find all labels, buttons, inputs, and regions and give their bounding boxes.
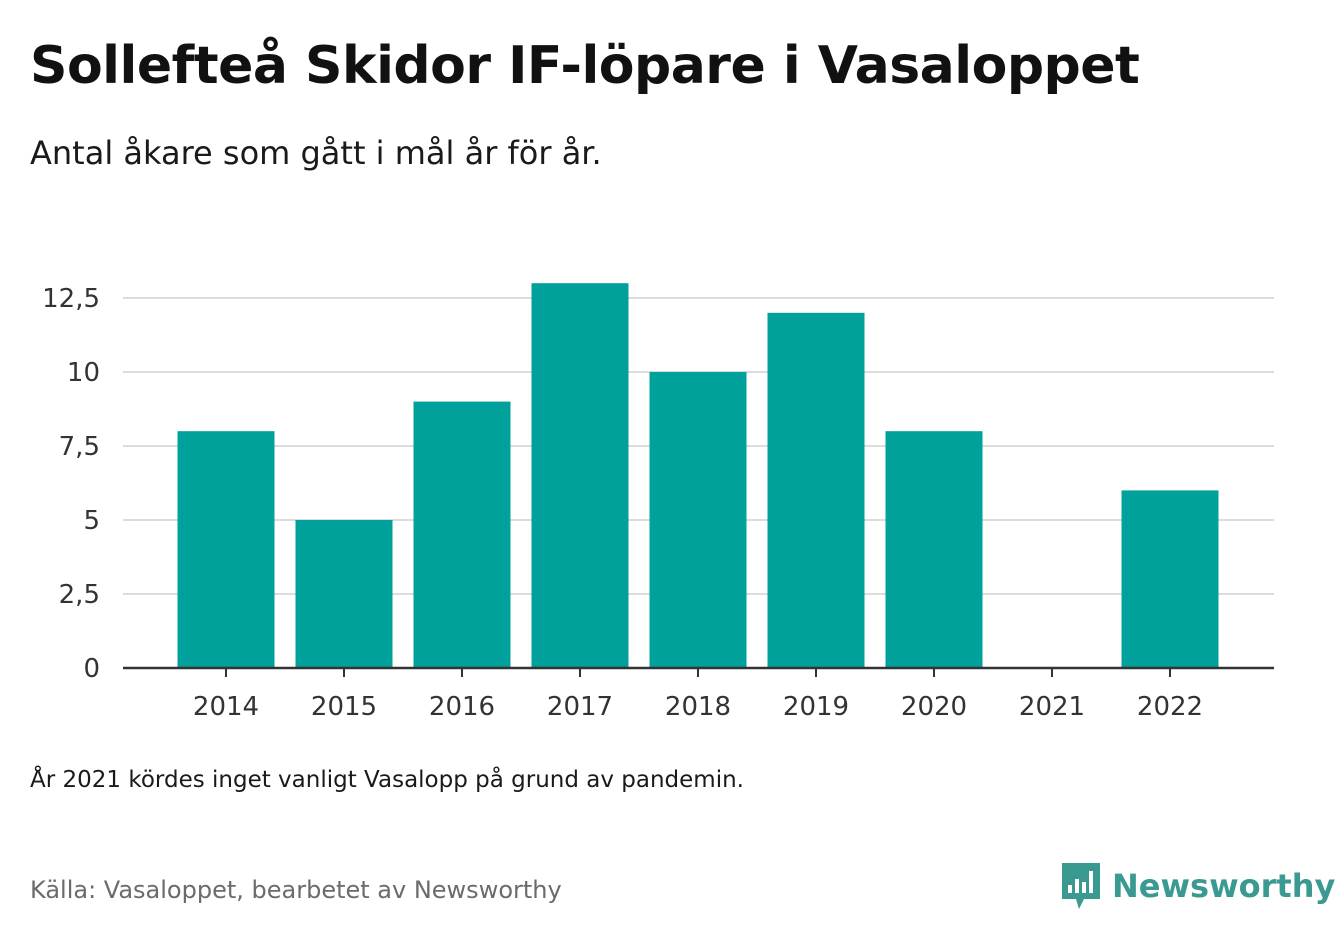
y-tick-label: 2,5 [59,580,100,610]
newsworthy-logo[interactable]: Newsworthy [1060,860,1335,912]
axes: 0 2,5 5 7,5 10 12,5 2014 2015 2016 2017 2018 2019 20… [42,284,1274,722]
y-tick-label: 0 [83,654,100,684]
newsworthy-logo-icon [1062,863,1100,909]
x-tick-label: 2014 [193,692,259,722]
x-tick-label: 2019 [783,692,849,722]
bar-2016 [413,401,511,668]
bar-2017 [531,283,629,668]
bar-2018 [649,372,747,668]
chart-title: Sollefteå Skidor IF-löpare i Vasaloppet [30,36,1140,96]
chart-note: År 2021 kördes inget vanligt Vasalopp på… [30,767,744,793]
y-tick-label: 10 [67,358,100,388]
brand-name: Newsworthy [1112,867,1336,905]
bar-2020 [885,431,983,668]
x-tick-label: 2021 [1019,692,1085,722]
x-tick-label: 2016 [429,692,495,722]
y-tick-label: 12,5 [42,284,100,314]
y-tick-label: 5 [83,506,100,536]
chart-subtitle: Antal åkare som gått i mål år för år. [30,134,602,172]
bar-chart: 0 2,5 5 7,5 10 12,5 2014 2015 2016 2017 2018 2019 20… [42,283,1274,722]
bar-2015 [295,520,393,668]
x-tick-label: 2018 [665,692,731,722]
source-text: Källa: Vasaloppet, bearbetet av Newswort… [30,876,562,904]
x-tick-label: 2022 [1137,692,1203,722]
x-tick-label: 2015 [311,692,377,722]
bars [177,283,1219,668]
x-tick-label: 2020 [901,692,967,722]
bar-2014 [177,431,275,668]
x-tick-label: 2017 [547,692,613,722]
y-tick-label: 7,5 [59,432,100,462]
bar-2022 [1121,490,1219,668]
bar-2019 [767,312,865,668]
